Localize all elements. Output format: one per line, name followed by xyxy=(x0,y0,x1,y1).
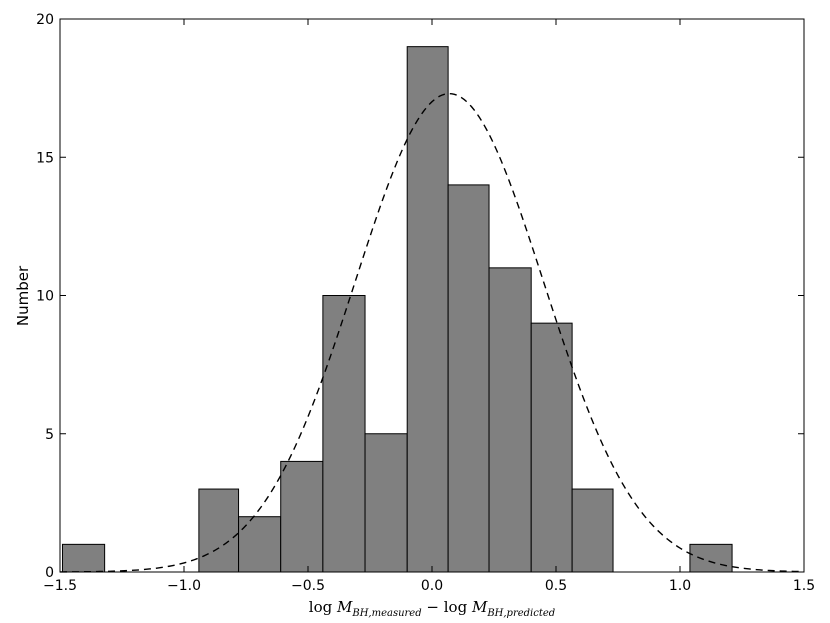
y-tick-label-4: 15 xyxy=(36,150,54,166)
x-tick-label-4: 0.0 xyxy=(421,578,443,594)
x-tick-label-2: −1.0 xyxy=(167,578,201,594)
y-tick-label-5: 20 xyxy=(36,12,54,28)
x-tick-label-3: −0.5 xyxy=(291,578,325,594)
y-axis-label: Number xyxy=(14,265,32,326)
x-axis-label: log MBH,measured − log MBH,predicted xyxy=(309,598,555,619)
y-tick-label-1: 0 xyxy=(45,565,54,581)
gaussian-fit-curve xyxy=(59,92,805,573)
y-tick-label-3: 10 xyxy=(36,289,54,305)
histogram-bar-9 xyxy=(488,267,532,573)
histogram-bar-5 xyxy=(322,295,366,573)
histogram-bar-10 xyxy=(530,322,573,573)
histogram-bar-4 xyxy=(280,460,324,573)
histogram-bar-1 xyxy=(61,543,106,573)
histogram-bar-3 xyxy=(238,516,282,573)
histogram-bar-6 xyxy=(364,433,408,573)
y-tick-label-2: 5 xyxy=(45,427,54,443)
x-tick-label-1: −1.5 xyxy=(43,578,77,594)
bars-group xyxy=(61,46,733,573)
histogram-bar-11 xyxy=(571,488,614,573)
x-tick-label-6: 1.0 xyxy=(669,578,691,594)
histogram-bar-8 xyxy=(447,184,490,573)
ticks-group: −1.5 −1.0 −0.5 0.0 0.5 1.0 1.5 0 5 10 15 20 xyxy=(36,12,815,594)
x-tick-label-7: 1.5 xyxy=(793,578,815,594)
histogram-bar-12 xyxy=(689,543,733,573)
histogram-bar-7 xyxy=(406,46,449,573)
histogram-bar-2 xyxy=(198,488,240,573)
x-tick-label-5: 0.5 xyxy=(545,578,567,594)
